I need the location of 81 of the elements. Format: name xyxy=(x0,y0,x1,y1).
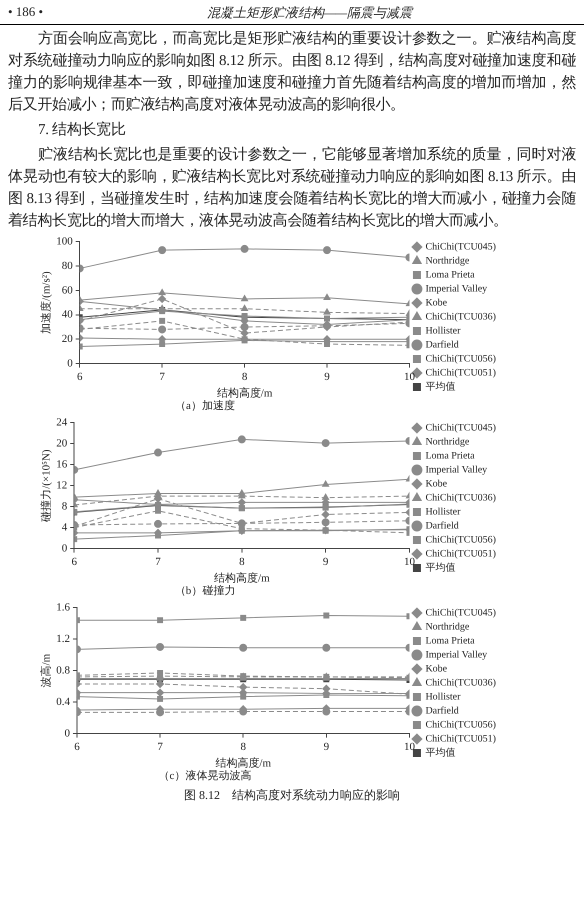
y-tick-label: 100 xyxy=(56,235,74,248)
y-tick-label: 0.4 xyxy=(56,696,70,708)
legend-label: Darfield xyxy=(425,340,459,351)
legend-label: Darfield xyxy=(425,706,459,717)
y-tick-label: 16 xyxy=(56,458,68,470)
legend-label: ChiChi(TCU045) xyxy=(425,242,496,253)
x-axis-title: 结构高度/m xyxy=(214,571,270,584)
text: 7. 结构长宽比 xyxy=(37,120,127,140)
y-tick-label: 8 xyxy=(62,500,68,512)
y-tick-label: 24 xyxy=(56,416,68,428)
x-tick-label: 8 xyxy=(242,371,248,384)
legend-label: ChiChi(TCU056) xyxy=(425,720,496,731)
legend-label: Loma Prieta xyxy=(425,450,476,462)
legend-label: ChiChi(TCU056) xyxy=(425,354,496,365)
y-tick-label: 0 xyxy=(62,542,68,554)
legend-label: Northridge xyxy=(425,256,470,267)
text: 方面会响应高宽比，而高宽比是矩形贮液结构的重要设计参数之一。贮液结构高度对系统碰撞动力响应的影响如图 8.12 所示。由图 8.12 得到，结构高度对碰撞加速度和碰撞力的影响规律基本一致，即碰撞加速度和碰撞力首先随着结构高度的增加而增加，然后又开始减小；而贮液结构高度对液体晃动波高的影响很小。 xyxy=(8,29,576,115)
x-tick-label: 10 xyxy=(404,556,416,568)
legend-label: Hollister xyxy=(425,326,462,337)
x-tick-label: 6 xyxy=(76,371,83,384)
legend-label: Loma Prieta xyxy=(425,270,476,281)
legend-label: ChiChi(TCU056) xyxy=(425,534,496,546)
text: • 186 • xyxy=(8,4,44,21)
legend-label: Imperial Valley xyxy=(425,284,488,295)
x-tick-label: 9 xyxy=(324,741,330,754)
y-tick-label: 20 xyxy=(56,437,68,450)
y-tick-label: 0 xyxy=(64,727,70,740)
legend-label: ChiChi(TCU036) xyxy=(425,492,496,504)
x-tick-label: 9 xyxy=(322,556,329,568)
y-tick-label: 1.2 xyxy=(56,632,70,645)
legend-label: Northridge xyxy=(425,436,470,448)
x-tick-label: 6 xyxy=(74,741,80,754)
y-axis-title: 碰撞力/(×10⁵N) xyxy=(39,449,52,523)
legend-label: Northridge xyxy=(425,622,470,633)
y-tick-label: 40 xyxy=(62,308,74,321)
x-tick-label: 9 xyxy=(324,371,330,384)
legend-label: Imperial Valley xyxy=(425,464,488,476)
legend-label: 平均值 xyxy=(425,562,456,574)
caption: 图 8.12 结构高度对系统动力响应的影响 xyxy=(183,787,401,804)
legend-label: Kobe xyxy=(425,664,448,675)
legend-label: 平均值 xyxy=(425,380,456,393)
y-axis-title: 加速度/(m/s²) xyxy=(39,270,52,334)
text: 贮液结构长宽比也是重要的设计参数之一，它能够显著增加系统的质量，同时对液体晃动也有较大的影响，贮液结构长宽比对系统碰撞动力响应的影响如图 8.13 所示。由图 8.13 得到，当碰撞发生时，结构加速度会随着结构长宽比的增大而减小，碰撞力会随着结构长宽比的增大而增大，液体晃动波高会随着结构长宽比的增大而减小。 xyxy=(8,145,576,231)
x-tick-label: 10 xyxy=(404,741,416,754)
x-axis-title: 结构高度/m xyxy=(215,756,272,770)
legend-label: ChiChi(TCU051) xyxy=(425,734,496,745)
legend-label: ChiChi(TCU036) xyxy=(425,312,496,323)
x-tick-label: 8 xyxy=(239,556,246,568)
y-tick-label: 0 xyxy=(67,357,74,370)
y-tick-label: 80 xyxy=(62,260,74,272)
legend-label: Hollister xyxy=(425,692,462,703)
text: （c）液体晃动波高 xyxy=(158,768,252,783)
y-axis-title: 波高/m xyxy=(39,653,52,688)
text: 混凝土矩形贮液结构——隔震与减震 xyxy=(206,4,414,22)
y-tick-label: 20 xyxy=(62,333,74,346)
legend-label: Kobe xyxy=(425,478,448,490)
legend-label: ChiChi(TCU036) xyxy=(425,678,496,689)
y-tick-label: 60 xyxy=(62,284,74,296)
y-tick-label: 12 xyxy=(56,479,68,492)
y-tick-label: 0.8 xyxy=(56,664,70,676)
legend-label: Hollister xyxy=(425,506,462,518)
y-tick-label: 4 xyxy=(62,521,68,534)
x-tick-label: 6 xyxy=(71,556,78,568)
x-tick-label: 8 xyxy=(240,741,246,754)
y-tick-label: 1.6 xyxy=(56,601,70,614)
legend-label: Kobe xyxy=(425,298,448,309)
text: （b）碰撞力 xyxy=(174,584,236,598)
x-tick-label: 7 xyxy=(159,371,166,384)
legend-label: ChiChi(TCU051) xyxy=(425,368,496,379)
x-tick-label: 7 xyxy=(155,556,162,568)
legend-label: Darfield xyxy=(425,520,459,532)
legend-label: Loma Prieta xyxy=(425,636,476,647)
x-tick-label: 10 xyxy=(404,371,416,384)
legend-label: ChiChi(TCU051) xyxy=(425,548,496,560)
legend-label: ChiChi(TCU045) xyxy=(425,422,496,434)
text: （a）加速度 xyxy=(174,398,236,413)
legend-label: 平均值 xyxy=(425,746,456,759)
x-axis-title: 结构高度/m xyxy=(216,386,273,400)
legend-label: ChiChi(TCU045) xyxy=(425,608,496,619)
legend-label: Imperial Valley xyxy=(425,650,488,661)
x-tick-label: 7 xyxy=(157,741,164,754)
